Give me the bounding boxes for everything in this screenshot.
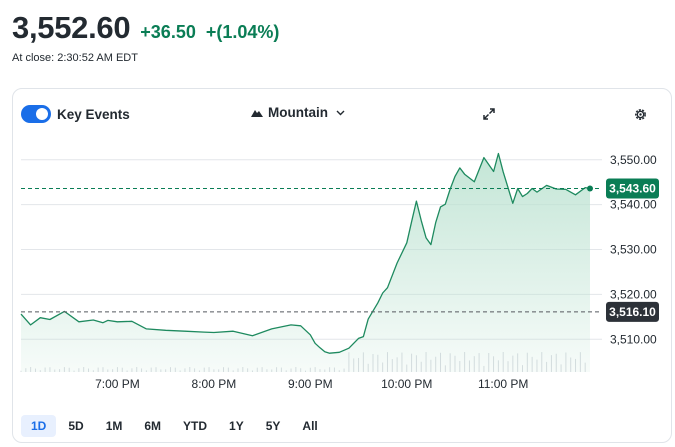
gear-icon[interactable]: [633, 107, 648, 122]
last-price-dot: [587, 185, 593, 192]
range-button-1y[interactable]: 1Y: [229, 419, 244, 433]
close-time-label: At close: 2:30:52 AM EDT: [12, 52, 138, 64]
y-tick-label: 3,510.00: [610, 332, 657, 346]
range-button-5y[interactable]: 5Y: [265, 419, 281, 433]
price-row: 3,552.60 +36.50 +(1.04%): [12, 10, 279, 46]
key-events-label: Key Events: [57, 107, 130, 122]
y-tick-label: 3,550.00: [610, 153, 657, 167]
range-selector: 1D 5D 1M 6M YTD 1Y 5Y All: [21, 415, 330, 437]
reference-price-flag-bg: [606, 301, 659, 322]
range-button-6m[interactable]: 6M: [144, 419, 162, 433]
x-tick-label: 9:00 PM: [288, 377, 333, 391]
expand-icon[interactable]: [482, 107, 496, 121]
range-button-ytd[interactable]: YTD: [183, 419, 208, 433]
reference-price-flag: 3,516.10: [609, 305, 656, 319]
x-tick-label: 7:00 PM: [95, 377, 140, 391]
series-line: [20, 152, 591, 354]
last-price-flag: 3,543.60: [609, 182, 656, 196]
current-price: 3,552.60: [12, 10, 131, 45]
x-tick-label: 10:00 PM: [381, 377, 432, 391]
x-tick-label: 11:00 PM: [478, 377, 528, 391]
chevron-down-icon: [336, 110, 345, 115]
range-button-1m[interactable]: 1M: [105, 419, 123, 433]
key-events-toggle[interactable]: [21, 105, 51, 123]
last-price-flag-bg: [606, 178, 659, 199]
chart-type-label: Mountain: [268, 105, 328, 120]
x-tick-label: 8:00 PM: [192, 377, 237, 391]
range-button-1d[interactable]: 1D: [21, 415, 57, 437]
y-tick-label: 3,530.00: [610, 243, 657, 257]
price-change: +36.50: [140, 22, 196, 42]
chart-card: Key Events Mountain 1D 5D 1M 6M YTD 1Y 5Y All: [12, 88, 672, 443]
y-tick-label: 3,520.00: [610, 287, 657, 301]
toggle-knob: [36, 108, 48, 120]
y-tick-label: 3,540.00: [610, 198, 657, 212]
series-area: [21, 153, 590, 372]
chart-type-dropdown[interactable]: Mountain: [251, 105, 345, 120]
price-change-percent: +(1.04%): [205, 22, 280, 42]
mountain-icon: [251, 110, 263, 117]
range-button-all[interactable]: All: [302, 419, 318, 433]
range-button-5d[interactable]: 5D: [68, 419, 84, 433]
